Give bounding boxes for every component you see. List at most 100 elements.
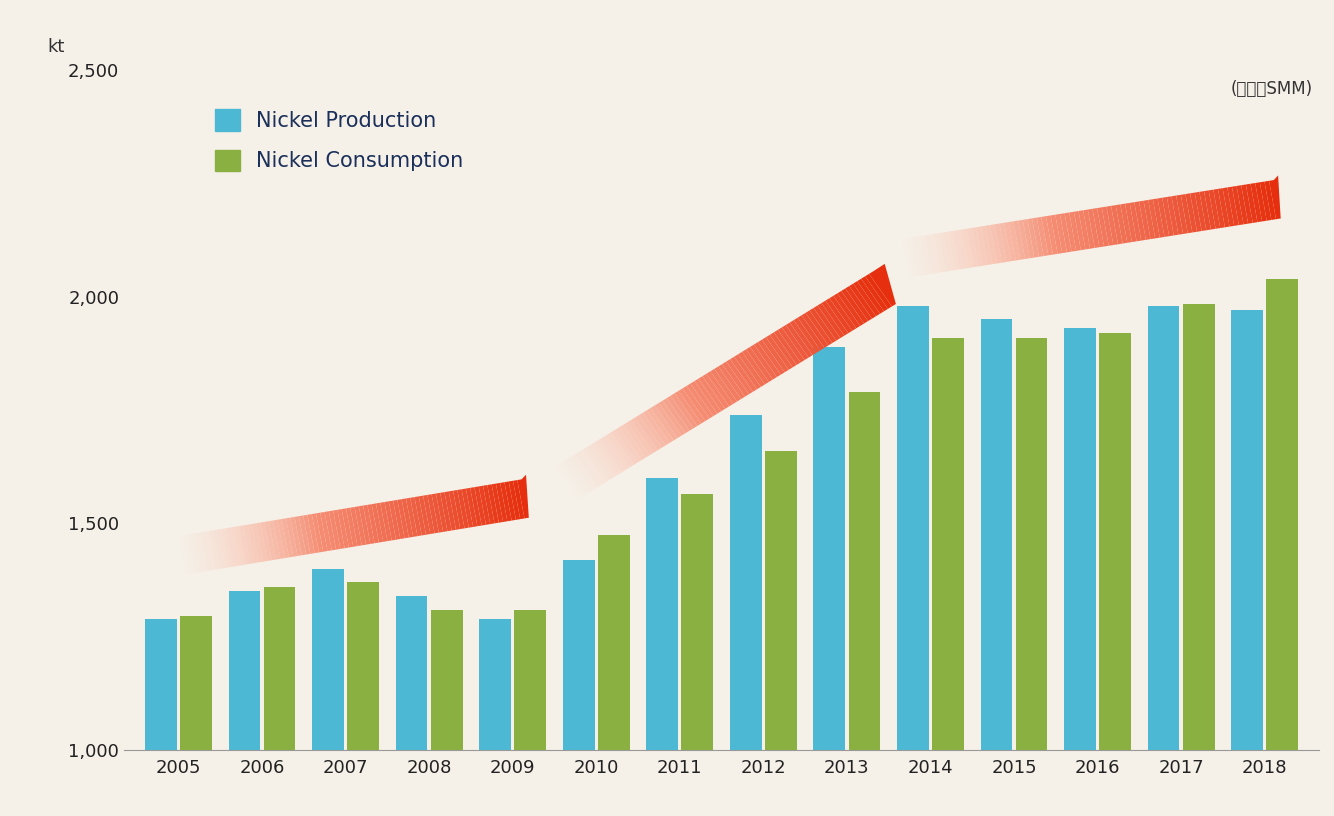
Polygon shape bbox=[631, 418, 658, 453]
Polygon shape bbox=[1130, 202, 1142, 242]
Polygon shape bbox=[782, 325, 808, 360]
Polygon shape bbox=[934, 233, 946, 273]
Polygon shape bbox=[838, 290, 864, 326]
Polygon shape bbox=[1246, 184, 1258, 223]
Polygon shape bbox=[615, 428, 642, 463]
Bar bbox=[431, 610, 463, 750]
Polygon shape bbox=[1205, 190, 1215, 229]
Polygon shape bbox=[639, 413, 666, 448]
Polygon shape bbox=[990, 224, 1002, 264]
Polygon shape bbox=[1195, 192, 1206, 231]
Polygon shape bbox=[655, 403, 682, 438]
Polygon shape bbox=[514, 480, 524, 519]
Polygon shape bbox=[691, 381, 718, 416]
Polygon shape bbox=[479, 486, 491, 525]
Polygon shape bbox=[419, 495, 431, 534]
Polygon shape bbox=[962, 228, 974, 268]
Text: kt: kt bbox=[47, 38, 64, 56]
Polygon shape bbox=[826, 298, 852, 333]
Polygon shape bbox=[1149, 199, 1159, 238]
Polygon shape bbox=[814, 305, 840, 340]
Polygon shape bbox=[790, 320, 816, 355]
Polygon shape bbox=[1255, 182, 1267, 221]
Polygon shape bbox=[750, 344, 776, 379]
Polygon shape bbox=[623, 423, 650, 458]
Polygon shape bbox=[766, 335, 792, 370]
Polygon shape bbox=[571, 455, 598, 490]
Polygon shape bbox=[1269, 175, 1281, 220]
Polygon shape bbox=[663, 398, 690, 433]
Polygon shape bbox=[718, 364, 746, 399]
Polygon shape bbox=[1074, 211, 1086, 251]
Polygon shape bbox=[591, 442, 618, 477]
Polygon shape bbox=[770, 332, 796, 367]
Polygon shape bbox=[200, 532, 212, 571]
Polygon shape bbox=[440, 492, 452, 531]
Bar bbox=[764, 451, 796, 750]
Polygon shape bbox=[695, 379, 722, 414]
Bar bbox=[312, 569, 344, 750]
Polygon shape bbox=[329, 511, 340, 550]
Polygon shape bbox=[971, 227, 983, 266]
Polygon shape bbox=[911, 237, 923, 276]
Polygon shape bbox=[1181, 194, 1193, 233]
Polygon shape bbox=[209, 530, 220, 570]
Polygon shape bbox=[239, 526, 251, 565]
Polygon shape bbox=[583, 447, 610, 482]
Polygon shape bbox=[810, 308, 836, 343]
Polygon shape bbox=[1005, 222, 1015, 261]
Polygon shape bbox=[342, 508, 354, 548]
Polygon shape bbox=[778, 327, 804, 362]
Bar bbox=[228, 592, 260, 750]
Polygon shape bbox=[1158, 197, 1169, 237]
Polygon shape bbox=[299, 516, 311, 555]
Polygon shape bbox=[1061, 213, 1071, 252]
Polygon shape bbox=[1070, 211, 1081, 251]
Polygon shape bbox=[243, 525, 255, 564]
Bar bbox=[264, 587, 295, 750]
Polygon shape bbox=[1051, 215, 1062, 254]
Polygon shape bbox=[496, 483, 507, 522]
Polygon shape bbox=[1102, 206, 1114, 246]
Polygon shape bbox=[738, 352, 764, 387]
Polygon shape bbox=[734, 354, 760, 389]
Polygon shape bbox=[1237, 185, 1249, 224]
Polygon shape bbox=[231, 527, 241, 566]
Polygon shape bbox=[703, 374, 730, 409]
Polygon shape bbox=[1042, 216, 1053, 255]
Polygon shape bbox=[939, 233, 951, 272]
Polygon shape bbox=[1186, 193, 1197, 233]
Polygon shape bbox=[1134, 202, 1146, 241]
Polygon shape bbox=[1190, 193, 1202, 232]
Polygon shape bbox=[1139, 201, 1150, 240]
Polygon shape bbox=[359, 506, 371, 544]
Polygon shape bbox=[643, 410, 670, 446]
Polygon shape bbox=[217, 529, 229, 568]
Polygon shape bbox=[504, 481, 516, 521]
Polygon shape bbox=[683, 386, 710, 421]
Polygon shape bbox=[470, 487, 482, 526]
Polygon shape bbox=[1259, 181, 1271, 220]
Polygon shape bbox=[842, 289, 868, 323]
Polygon shape bbox=[285, 517, 297, 557]
Polygon shape bbox=[1115, 204, 1127, 243]
Polygon shape bbox=[986, 225, 996, 264]
Polygon shape bbox=[307, 514, 319, 553]
Polygon shape bbox=[830, 295, 856, 330]
Polygon shape bbox=[1009, 221, 1021, 260]
Polygon shape bbox=[338, 509, 350, 548]
Polygon shape bbox=[635, 415, 662, 450]
Polygon shape bbox=[1083, 210, 1095, 249]
Polygon shape bbox=[281, 518, 293, 557]
Polygon shape bbox=[1143, 200, 1155, 239]
Polygon shape bbox=[1231, 186, 1243, 225]
Polygon shape bbox=[575, 452, 602, 487]
Polygon shape bbox=[999, 223, 1011, 262]
Bar bbox=[932, 338, 964, 750]
Polygon shape bbox=[1023, 220, 1034, 259]
Polygon shape bbox=[818, 303, 844, 338]
Polygon shape bbox=[487, 485, 499, 523]
Bar bbox=[896, 306, 928, 750]
Polygon shape bbox=[1065, 212, 1077, 251]
Polygon shape bbox=[976, 227, 988, 266]
